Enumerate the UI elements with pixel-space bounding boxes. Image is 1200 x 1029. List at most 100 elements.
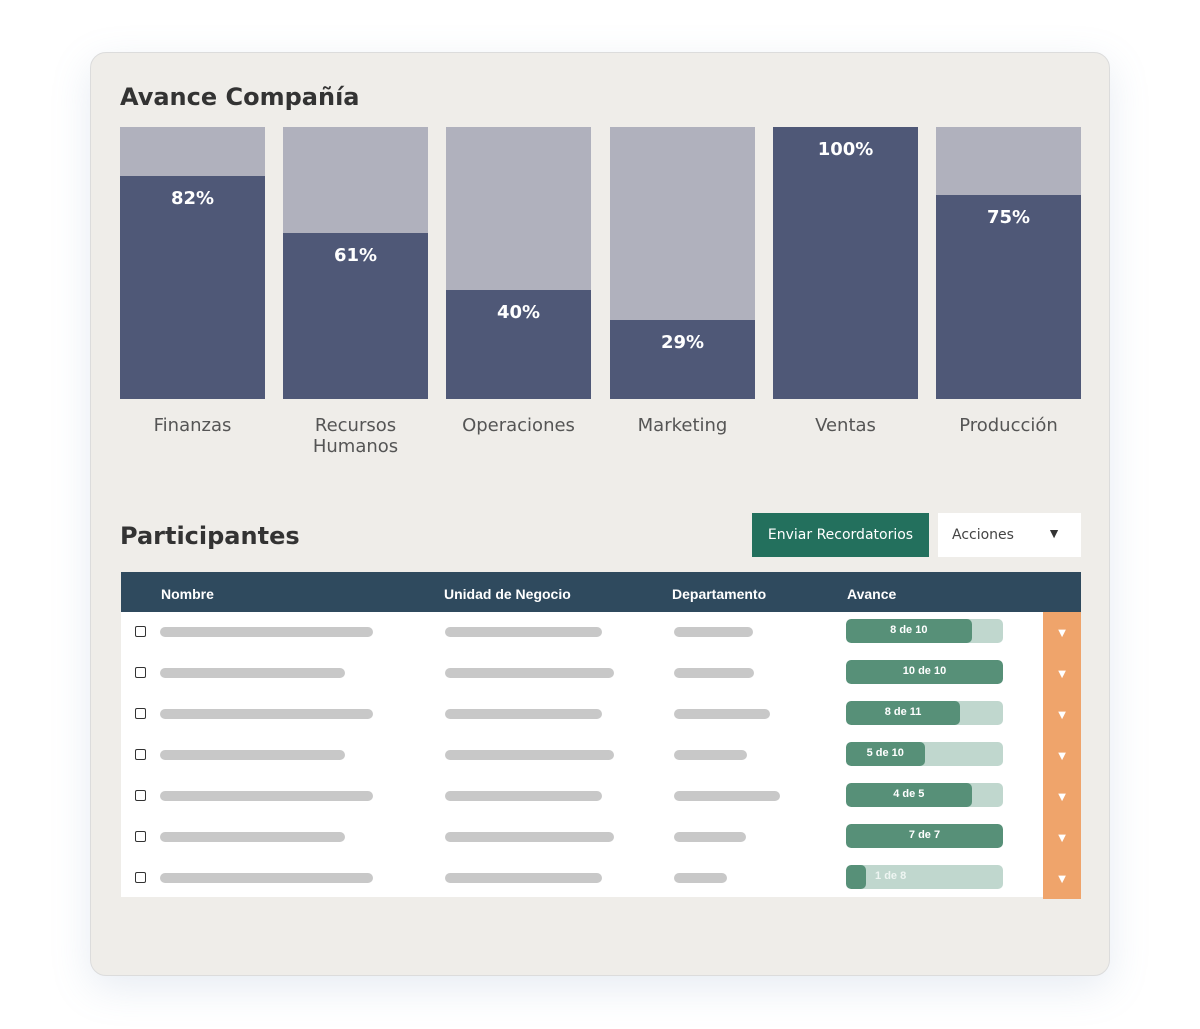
progress-bar: 4 de 5 xyxy=(846,783,1003,807)
progress-fill xyxy=(846,865,866,889)
bar-value-label-1: 61% xyxy=(333,245,378,266)
bar-fill-4 xyxy=(773,127,918,399)
progress-fill xyxy=(846,824,1003,848)
name-placeholder xyxy=(160,627,373,637)
category-label-1: Recursos Humanos xyxy=(312,415,399,457)
category-label-5: Producción xyxy=(959,415,1058,436)
business-unit-placeholder xyxy=(445,832,614,842)
progress-fill xyxy=(846,660,1003,684)
department-placeholder xyxy=(674,791,780,801)
company-progress-chart: 82% Finanzas 61% Recursos Humanos 40% Operaci… xyxy=(120,127,1081,457)
row-actions-caret-icon[interactable]: ▼ xyxy=(1043,735,1081,776)
progress-label: 5 de 10 xyxy=(866,747,904,759)
name-placeholder xyxy=(160,750,345,760)
bar-value-label-3: 29% xyxy=(660,332,705,353)
row-actions-caret-icon[interactable]: ▼ xyxy=(1043,694,1081,735)
progress-fill xyxy=(846,619,972,643)
progress-bar: 8 de 11 xyxy=(846,701,1003,725)
column-header-unidad-de-negocio[interactable]: Unidad de Negocio xyxy=(444,586,571,602)
bar-fill-1 xyxy=(283,233,428,399)
business-unit-placeholder xyxy=(445,873,602,883)
table-row: 8 de 10 ▼ xyxy=(121,612,1081,653)
bar-value-label-2: 40% xyxy=(496,302,541,323)
row-checkbox[interactable] xyxy=(135,872,146,883)
row-checkbox[interactable] xyxy=(135,790,146,801)
row-checkbox[interactable] xyxy=(135,749,146,760)
caret-down-icon: ▼ xyxy=(1047,525,1061,541)
participants-title: Participantes xyxy=(120,522,300,550)
column-header-nombre[interactable]: Nombre xyxy=(161,586,214,602)
department-placeholder xyxy=(674,668,754,678)
business-unit-placeholder xyxy=(445,709,602,719)
table-row: 10 de 10 ▼ xyxy=(121,653,1081,694)
bar-value-label-0: 82% xyxy=(170,188,215,209)
company-progress-title: Avance Compañía xyxy=(120,83,360,111)
progress-label: 10 de 10 xyxy=(902,665,947,677)
table-row: 7 de 7 ▼ xyxy=(121,817,1081,858)
row-actions-caret-icon[interactable]: ▼ xyxy=(1043,817,1081,858)
name-placeholder xyxy=(160,709,373,719)
name-placeholder xyxy=(160,832,345,842)
category-label-2: Operaciones xyxy=(462,415,575,436)
column-header-avance[interactable]: Avance xyxy=(847,586,897,602)
category-label-3: Marketing xyxy=(637,415,728,436)
progress-label: 8 de 10 xyxy=(890,624,928,636)
dashboard-card: Avance Compañía 82% Finanzas 61% Recursos H… xyxy=(90,52,1110,976)
department-placeholder xyxy=(674,709,770,719)
table-row: 8 de 11 ▼ xyxy=(121,694,1081,735)
progress-label: 7 de 7 xyxy=(908,829,941,841)
bar-3: 29% xyxy=(610,127,755,399)
row-checkbox[interactable] xyxy=(135,831,146,842)
actions-dropdown[interactable]: Acciones ▼ xyxy=(938,513,1081,557)
bar-fill-0 xyxy=(120,176,265,399)
table-row: 4 de 5 ▼ xyxy=(121,776,1081,817)
participants-table: Nombre Unidad de Negocio Departamento Av… xyxy=(121,572,1081,899)
table-row: 5 de 10 ▼ xyxy=(121,735,1081,776)
progress-bar: 10 de 10 xyxy=(846,660,1003,684)
row-checkbox[interactable] xyxy=(135,667,146,678)
send-reminders-button[interactable]: Enviar Recordatorios xyxy=(752,513,929,557)
row-actions-caret-icon[interactable]: ▼ xyxy=(1043,612,1081,653)
name-placeholder xyxy=(160,791,373,801)
bar-2: 40% xyxy=(446,127,591,399)
progress-label: 1 de 8 xyxy=(875,870,907,882)
business-unit-placeholder xyxy=(445,668,614,678)
row-actions-caret-icon[interactable]: ▼ xyxy=(1043,858,1081,899)
business-unit-placeholder xyxy=(445,627,602,637)
progress-fill xyxy=(846,742,925,766)
department-placeholder xyxy=(674,627,753,637)
progress-bar: 7 de 7 xyxy=(846,824,1003,848)
department-placeholder xyxy=(674,750,747,760)
bar-4: 100% xyxy=(773,127,918,399)
bar-fill-2 xyxy=(446,290,591,399)
row-checkbox[interactable] xyxy=(135,708,146,719)
bar-1: 61% xyxy=(283,127,428,399)
category-label-4: Ventas xyxy=(815,415,876,436)
department-placeholder xyxy=(674,832,746,842)
row-actions-caret-icon[interactable]: ▼ xyxy=(1043,653,1081,694)
row-actions-caret-icon[interactable]: ▼ xyxy=(1043,776,1081,817)
progress-label: 8 de 11 xyxy=(884,706,922,718)
progress-bar: 5 de 10 xyxy=(846,742,1003,766)
bar-fill-5 xyxy=(936,195,1081,399)
category-label-0: Finanzas xyxy=(153,415,232,436)
bar-5: 75% xyxy=(936,127,1081,399)
name-placeholder xyxy=(160,668,345,678)
row-checkbox[interactable] xyxy=(135,626,146,637)
progress-bar: 8 de 10 xyxy=(846,619,1003,643)
table-header: Nombre Unidad de Negocio Departamento Av… xyxy=(121,572,1081,612)
table-row: 1 de 8 ▼ xyxy=(121,858,1081,899)
department-placeholder xyxy=(674,873,727,883)
bar-value-label-4: 100% xyxy=(817,139,874,160)
bar-fill-3 xyxy=(610,320,755,399)
progress-label: 4 de 5 xyxy=(893,788,925,800)
actions-dropdown-label: Acciones xyxy=(952,527,1014,543)
name-placeholder xyxy=(160,873,373,883)
bar-value-label-5: 75% xyxy=(986,207,1031,228)
column-header-departamento[interactable]: Departamento xyxy=(672,586,767,602)
progress-fill xyxy=(846,783,972,807)
progress-bar: 1 de 8 xyxy=(846,865,1003,889)
business-unit-placeholder xyxy=(445,750,614,760)
progress-fill xyxy=(846,701,961,725)
business-unit-placeholder xyxy=(445,791,602,801)
